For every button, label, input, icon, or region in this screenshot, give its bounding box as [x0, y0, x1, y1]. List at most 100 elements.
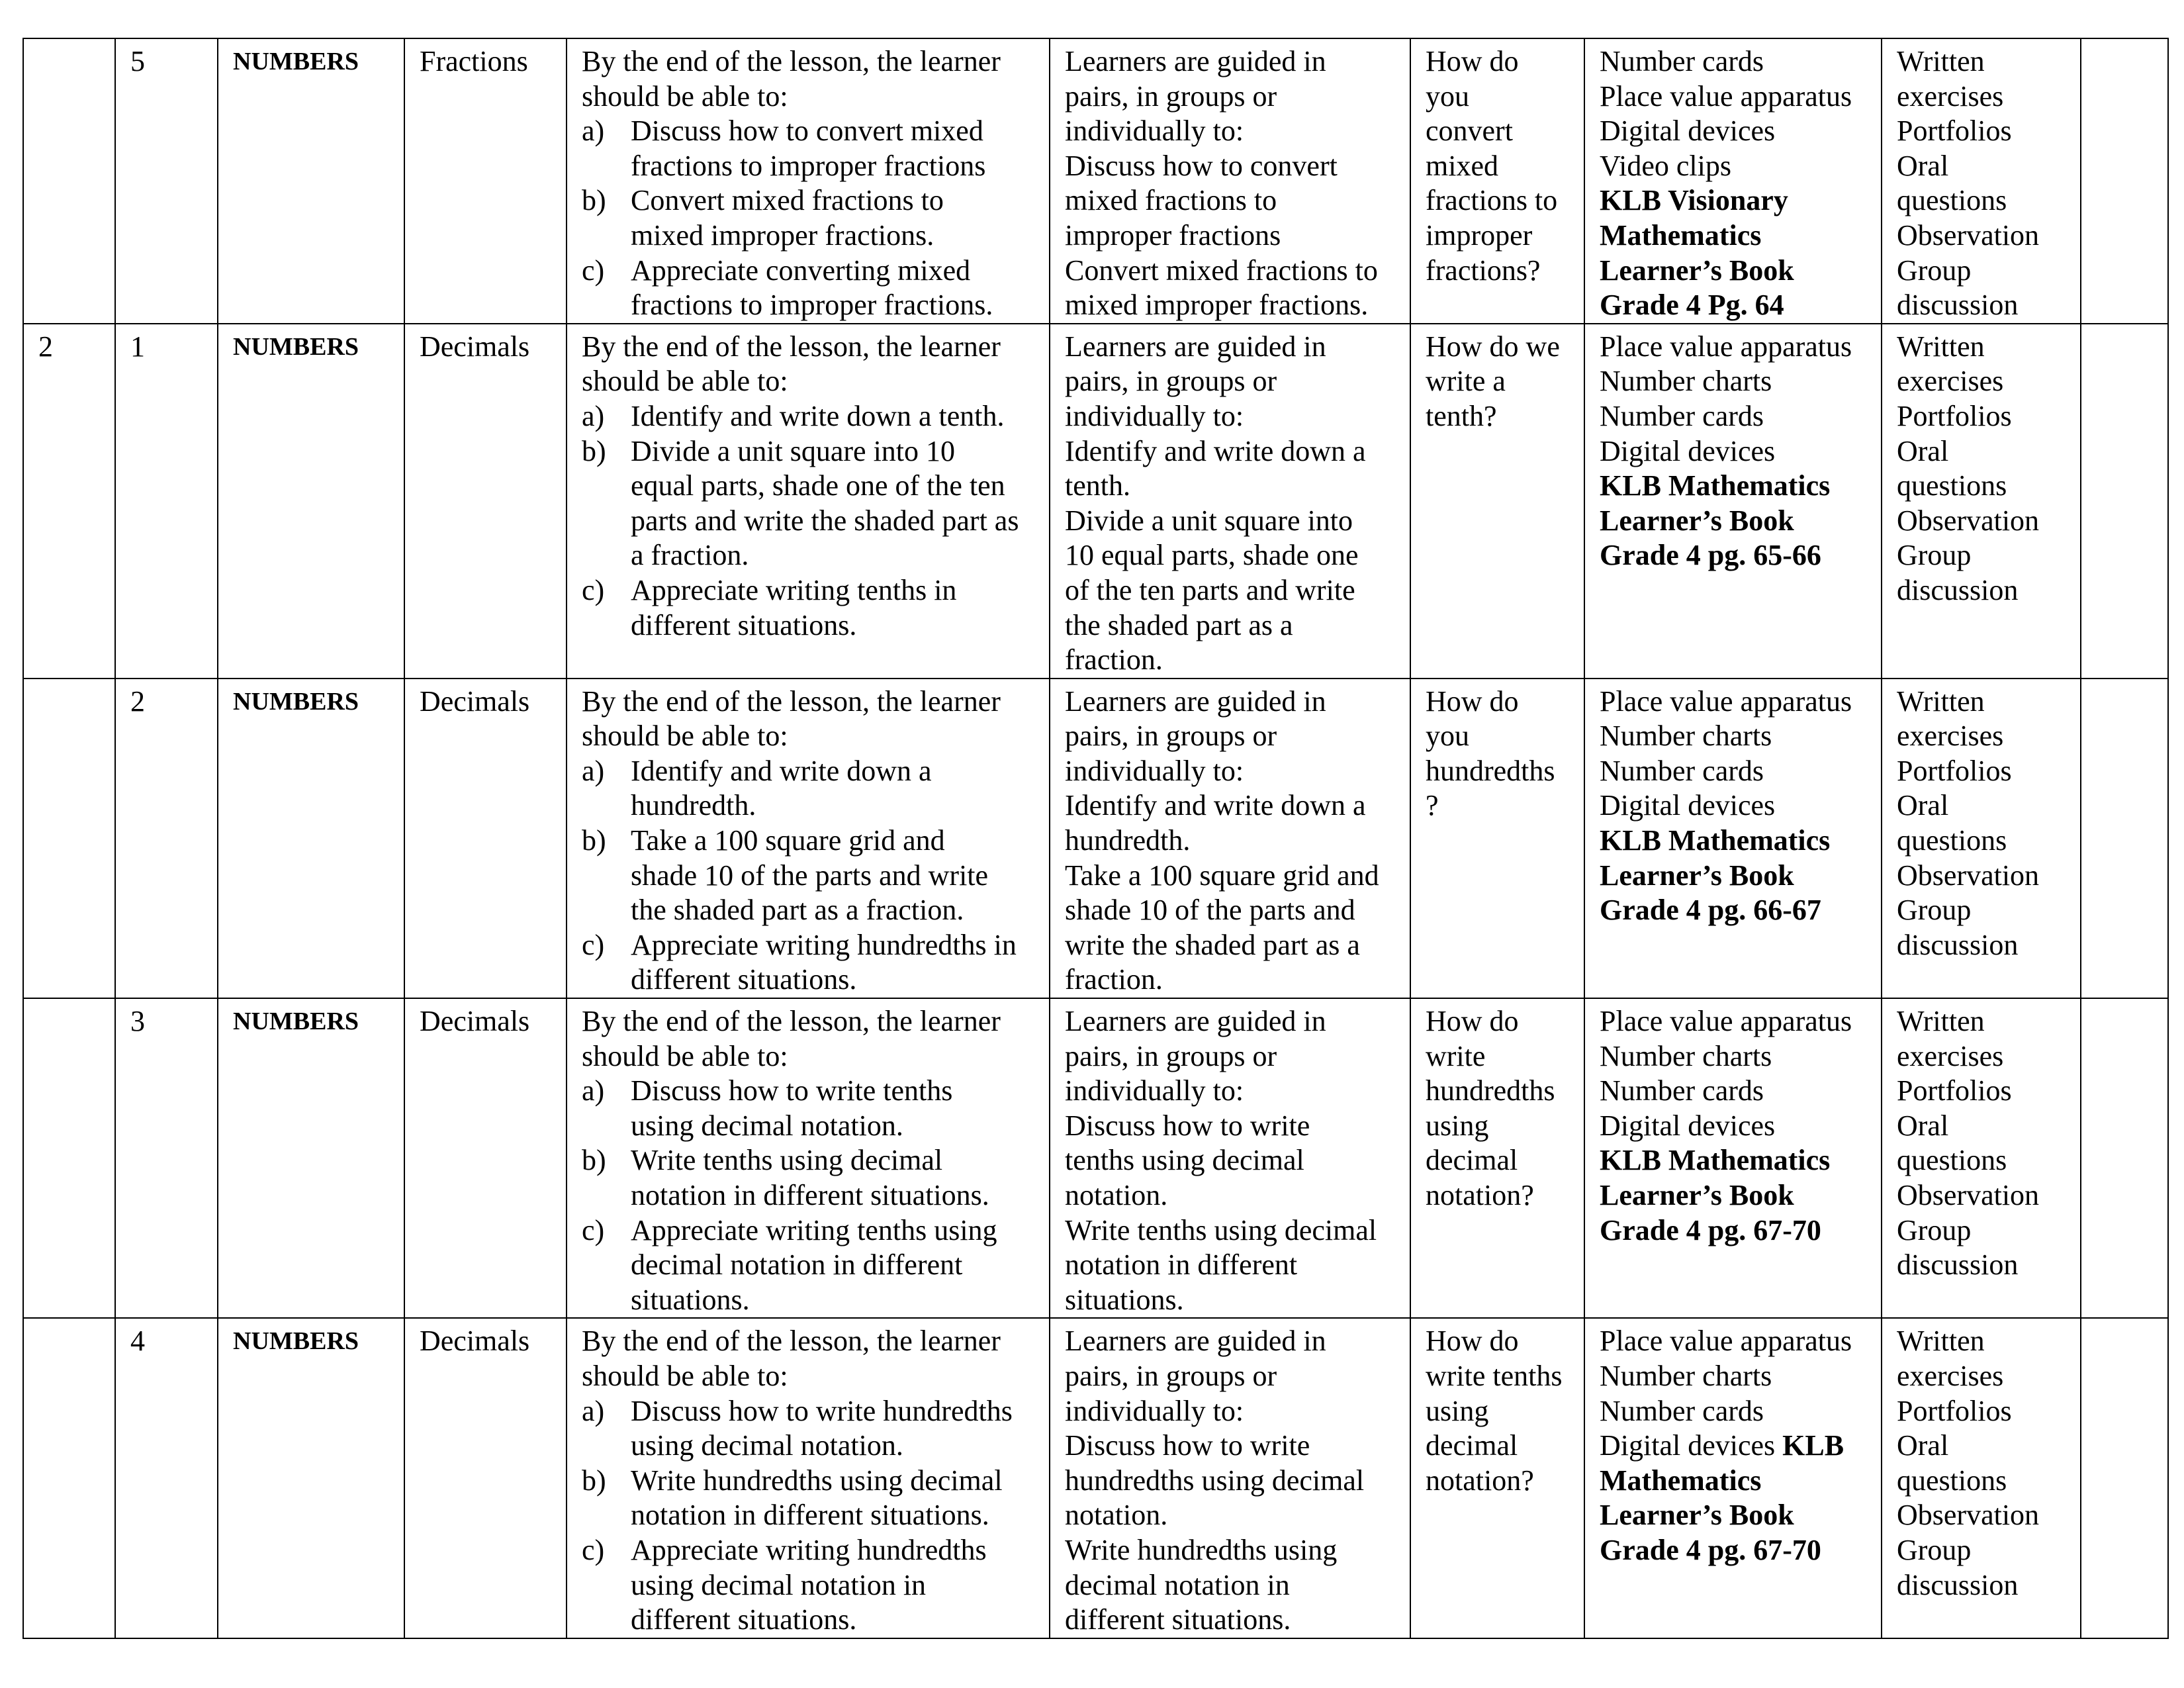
inquiry-question-cell: How do write tenths using decimal notation? [1410, 1317, 1585, 1639]
strand-cell: NUMBERS [217, 322, 405, 679]
resource-line: Digital devices [1600, 114, 1874, 149]
outcome-line: Appreciate writing hundredths [631, 1533, 987, 1566]
resource-text: Learner’s Book [1600, 254, 1794, 287]
inquiry-line: notation? [1426, 1464, 1534, 1497]
resource-line: Place value apparatus [1600, 1004, 1874, 1039]
assessment-line: Written [1897, 1005, 1985, 1038]
experience-line: different situations. [1065, 1603, 1291, 1636]
resource-line: Learner’s Book [1600, 859, 1874, 894]
outcome-item: c) Appreciate writing hundredths in differ… [582, 928, 1042, 997]
outcome-marker: b) [582, 434, 606, 467]
outcome-line: Discuss how to write tenths [631, 1074, 953, 1107]
sub-strand-cell: Decimals [404, 677, 567, 1000]
outcome-marker: c) [582, 928, 605, 961]
experience-line: pairs, in groups or [1065, 365, 1277, 398]
outcomes-intro-line: By the end of the lesson, the learner [582, 45, 1001, 77]
inquiry-line: hundredths [1426, 754, 1555, 787]
outcome-line: fractions to improper fractions [631, 149, 986, 182]
assessment-line: Oral [1897, 434, 1949, 467]
experience-line: Convert mixed fractions to [1065, 254, 1378, 287]
outcome-line: Divide a unit square into 10 [631, 434, 956, 467]
outcome-item: a) Discuss how to write hundredths using d… [582, 1394, 1042, 1464]
resource-text: Mathematics [1600, 218, 1762, 252]
resource-text: Digital devices [1600, 1109, 1776, 1142]
lesson-cell: 2 [114, 677, 218, 1000]
outcome-item: c) Appreciate writing tenths in different … [582, 573, 1042, 643]
outcomes-intro-line: By the end of the lesson, the learner [582, 330, 1001, 363]
experience-line: individually to: [1065, 115, 1244, 148]
resource-line: Learner’s Book [1600, 1178, 1874, 1213]
outcome-marker: c) [582, 1533, 605, 1566]
resource-line: Number charts [1600, 364, 1874, 399]
outcome-marker: b) [582, 184, 606, 217]
inquiry-line: mixed [1426, 149, 1498, 182]
outcome-text: Appreciate writing tenths using decimal n… [631, 1213, 997, 1317]
experience-line: fraction. [1065, 963, 1163, 996]
remarks-cell [2080, 322, 2169, 679]
experience-line: mixed fractions to [1065, 184, 1277, 217]
resource-line: Number cards [1600, 399, 1874, 434]
resource-text: Number cards [1600, 1074, 1764, 1107]
resource-text: KLB Mathematics [1600, 469, 1831, 502]
strand-cell: NUMBERS [217, 38, 405, 324]
resource-line: Digital devices [1600, 1109, 1874, 1144]
assessment-line: Group [1897, 1213, 1972, 1246]
inquiry-line: notation? [1426, 1179, 1534, 1211]
inquiry-question-cell: How do you hundredths? [1410, 677, 1585, 1000]
outcomes-intro-line: should be able to: [582, 1039, 788, 1072]
lesson-cell: 1 [114, 322, 218, 679]
resource-text: KLB Visionary [1600, 184, 1788, 217]
assessment-line: discussion [1897, 289, 2019, 322]
lesson-number: 2 [130, 684, 145, 718]
resource-text: Grade 4 pg. 67-70 [1600, 1213, 1821, 1246]
resource-text: Grade 4 pg. 65-66 [1600, 539, 1821, 572]
outcome-line: different situations. [631, 963, 857, 996]
table-row: 3 NUMBERS Decimals By the end of the lesson… [23, 998, 2169, 1319]
outcome-item: b) Divide a unit square into 10 equal part… [582, 434, 1042, 573]
experience-line: Learners are guided in [1065, 684, 1326, 718]
experience-line: 10 equal parts, shade one [1065, 539, 1359, 572]
learning-resources-cell: Place value apparatus Number charts Number… [1584, 322, 1882, 679]
scheme-of-work-table: 5 NUMBERS Fractions By the end of the lesso… [23, 38, 2169, 1639]
assessment-line: questions [1897, 469, 2007, 502]
remarks-cell [2080, 677, 2169, 1000]
resource-line: Number charts [1600, 1359, 1874, 1394]
experience-line: pairs, in groups or [1065, 1359, 1277, 1392]
sub-strand: Decimals [420, 330, 530, 363]
assessment-line: exercises [1897, 720, 2004, 753]
table-row: 2 NUMBERS Decimals By the end of the lesson… [23, 677, 2169, 1000]
outcome-item: b) Write tenths using decimal notation in … [582, 1143, 1042, 1213]
inquiry-line: How do [1426, 45, 1519, 77]
outcome-marker: b) [582, 1144, 606, 1177]
assessment-line: exercises [1897, 79, 2004, 113]
resource-text: Digital devices [1600, 434, 1776, 467]
assessment-line: Written [1897, 1325, 1985, 1358]
outcome-text: Divide a unit square into 10 equal parts,… [631, 434, 1019, 573]
outcomes-intro-line: By the end of the lesson, the learner [582, 1005, 1001, 1038]
resource-line: Number charts [1600, 1039, 1874, 1074]
outcome-line: using decimal notation in [631, 1568, 927, 1601]
outcome-line: Identify and write down a tenth. [631, 399, 1005, 432]
resource-line: Mathematics [1600, 1464, 1874, 1499]
lesson-number: 3 [130, 1005, 145, 1038]
outcomes-intro-line: should be able to: [582, 79, 788, 113]
outcome-text: Identify and write down a tenth. [631, 399, 1005, 434]
resource-line: Grade 4 pg. 67-70 [1600, 1213, 1874, 1248]
outcome-text: Write hundredths using decimal notation i… [631, 1464, 1003, 1533]
resource-line: Mathematics [1600, 218, 1874, 254]
resource-text: Place value apparatus [1600, 79, 1852, 113]
experience-line: write the shaded part as a [1065, 928, 1360, 961]
sub-strand-cell: Fractions [404, 38, 567, 324]
resource-line: Grade 4 pg. 65-66 [1600, 538, 1874, 573]
inquiry-line: you [1426, 720, 1469, 753]
experience-line: pairs, in groups or [1065, 720, 1277, 753]
inquiry-line: tenth? [1426, 399, 1497, 432]
outcome-line: Appreciate writing hundredths in [631, 928, 1017, 961]
experience-line: Take a 100 square grid and [1065, 859, 1379, 892]
experience-line: situations. [1065, 1283, 1184, 1316]
outcome-marker: a) [582, 754, 605, 787]
resource-line: Digital devices [1600, 434, 1874, 469]
experience-line: notation. [1065, 1179, 1168, 1211]
experience-line: individually to: [1065, 399, 1244, 432]
outcome-text: Discuss how to convert mixed fractions to… [631, 114, 985, 183]
